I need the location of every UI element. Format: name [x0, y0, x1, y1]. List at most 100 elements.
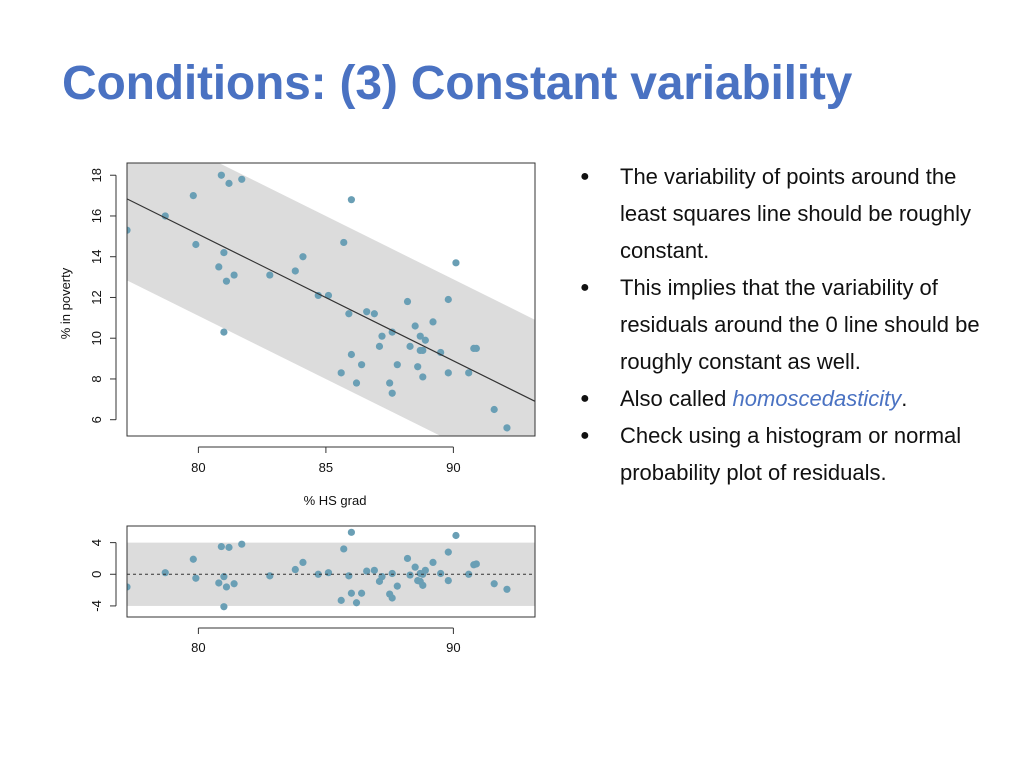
- bullet-item: ● This implies that the variability of r…: [580, 269, 980, 380]
- residual-point: [465, 570, 473, 578]
- x-axis-label: % HS grad: [304, 493, 367, 508]
- data-point: [472, 344, 480, 352]
- residual-point: [444, 548, 452, 556]
- residual-point: [299, 558, 307, 567]
- data-point: [503, 424, 511, 432]
- data-point: [266, 271, 274, 279]
- data-point: [189, 191, 197, 200]
- data-point: [411, 322, 419, 330]
- residual-point: [189, 555, 197, 563]
- y-tick-label: 8: [89, 375, 104, 382]
- data-point: [363, 308, 371, 316]
- residual-point: [225, 543, 233, 551]
- bullet-text: The variability of points around the lea…: [620, 164, 972, 263]
- bullet-dot-icon: ●: [580, 390, 590, 407]
- bullet-item: ● Check using a histogram or normal prob…: [580, 417, 980, 491]
- data-point: [352, 379, 361, 387]
- plot-frame: [126, 162, 536, 437]
- bullet-list: ● The variability of points around the l…: [580, 158, 980, 491]
- data-point: [378, 332, 386, 340]
- data-point: [127, 226, 131, 234]
- data-point: [403, 297, 412, 306]
- y-tick-label: -4: [89, 600, 104, 612]
- residual-point: [347, 528, 355, 536]
- residual-point: [161, 569, 169, 577]
- y-tick-label: 10: [89, 331, 104, 345]
- bullet-text-suffix: .: [901, 386, 908, 411]
- data-point: [419, 373, 427, 381]
- residual-point: [314, 570, 322, 578]
- residual-point: [378, 573, 386, 581]
- data-point: [299, 253, 307, 261]
- residual-point: [222, 583, 231, 591]
- data-point: [347, 350, 355, 359]
- bullet-text-prefix: Also called: [620, 386, 733, 411]
- slide-title: Conditions: (3) Constant variability: [62, 57, 853, 110]
- y-axis-label: % in poverty: [58, 267, 73, 339]
- data-point: [222, 277, 231, 285]
- data-point: [238, 175, 246, 183]
- data-point: [406, 342, 414, 350]
- residual-point: [347, 589, 355, 597]
- residual-point: [230, 580, 238, 588]
- residual-point: [352, 599, 361, 607]
- data-point: [220, 249, 228, 257]
- residual-point: [291, 565, 299, 574]
- residual-point: [266, 572, 274, 580]
- y-tick-label: 12: [89, 290, 104, 304]
- data-point: [225, 179, 233, 187]
- residual-point: [406, 571, 414, 579]
- residual-point: [363, 567, 371, 575]
- residual-point: [127, 583, 131, 591]
- data-point: [452, 259, 460, 267]
- data-point: [324, 291, 333, 300]
- residual-point: [421, 566, 429, 574]
- y-tick-label: 0: [89, 571, 104, 578]
- residual-point: [324, 569, 333, 577]
- bullet-dot-icon: ●: [580, 279, 590, 296]
- bullet-dot-icon: ●: [580, 168, 590, 185]
- data-point: [314, 291, 322, 300]
- data-point: [291, 267, 299, 275]
- data-point: [444, 295, 452, 304]
- residual-point: [215, 579, 223, 587]
- residual-point: [337, 596, 345, 604]
- residual-point: [340, 545, 348, 553]
- residual-point: [411, 563, 419, 571]
- data-point: [393, 361, 401, 369]
- residual-point: [490, 580, 498, 588]
- residual-point: [220, 603, 228, 611]
- scatter-chart: 80 85 90 % HS grad 6 8 10 12 14 16 18 % in poverty: [58, 162, 536, 508]
- data-point: [340, 238, 348, 247]
- residual-point: [452, 531, 460, 540]
- data-point: [337, 369, 345, 377]
- data-point: [215, 263, 223, 271]
- data-point: [388, 389, 396, 397]
- data-point: [217, 171, 225, 179]
- residual-point: [429, 558, 437, 567]
- x-tick-label: 90: [446, 460, 460, 475]
- data-point: [358, 361, 366, 369]
- residual-point: [358, 589, 366, 597]
- plot-area: [127, 528, 535, 611]
- bullet-emphasis: homoscedasticity: [732, 386, 902, 411]
- residual-point: [238, 540, 246, 548]
- data-point: [345, 310, 353, 318]
- data-point: [465, 369, 473, 377]
- residual-point: [419, 581, 427, 589]
- data-point: [161, 212, 169, 220]
- residual-chart: 80 90 -4 0 4: [89, 525, 536, 655]
- residual-point: [220, 573, 228, 581]
- plot-area: [127, 163, 535, 436]
- residual-point: [388, 594, 396, 602]
- data-point: [347, 196, 355, 204]
- x-tick-label: 80: [191, 640, 205, 655]
- residual-point: [388, 569, 396, 578]
- residual-point: [192, 574, 200, 582]
- data-point: [370, 310, 378, 318]
- data-point: [230, 271, 238, 279]
- y-tick-label: 16: [89, 209, 104, 223]
- data-point: [192, 240, 200, 249]
- x-tick-label: 90: [446, 640, 460, 655]
